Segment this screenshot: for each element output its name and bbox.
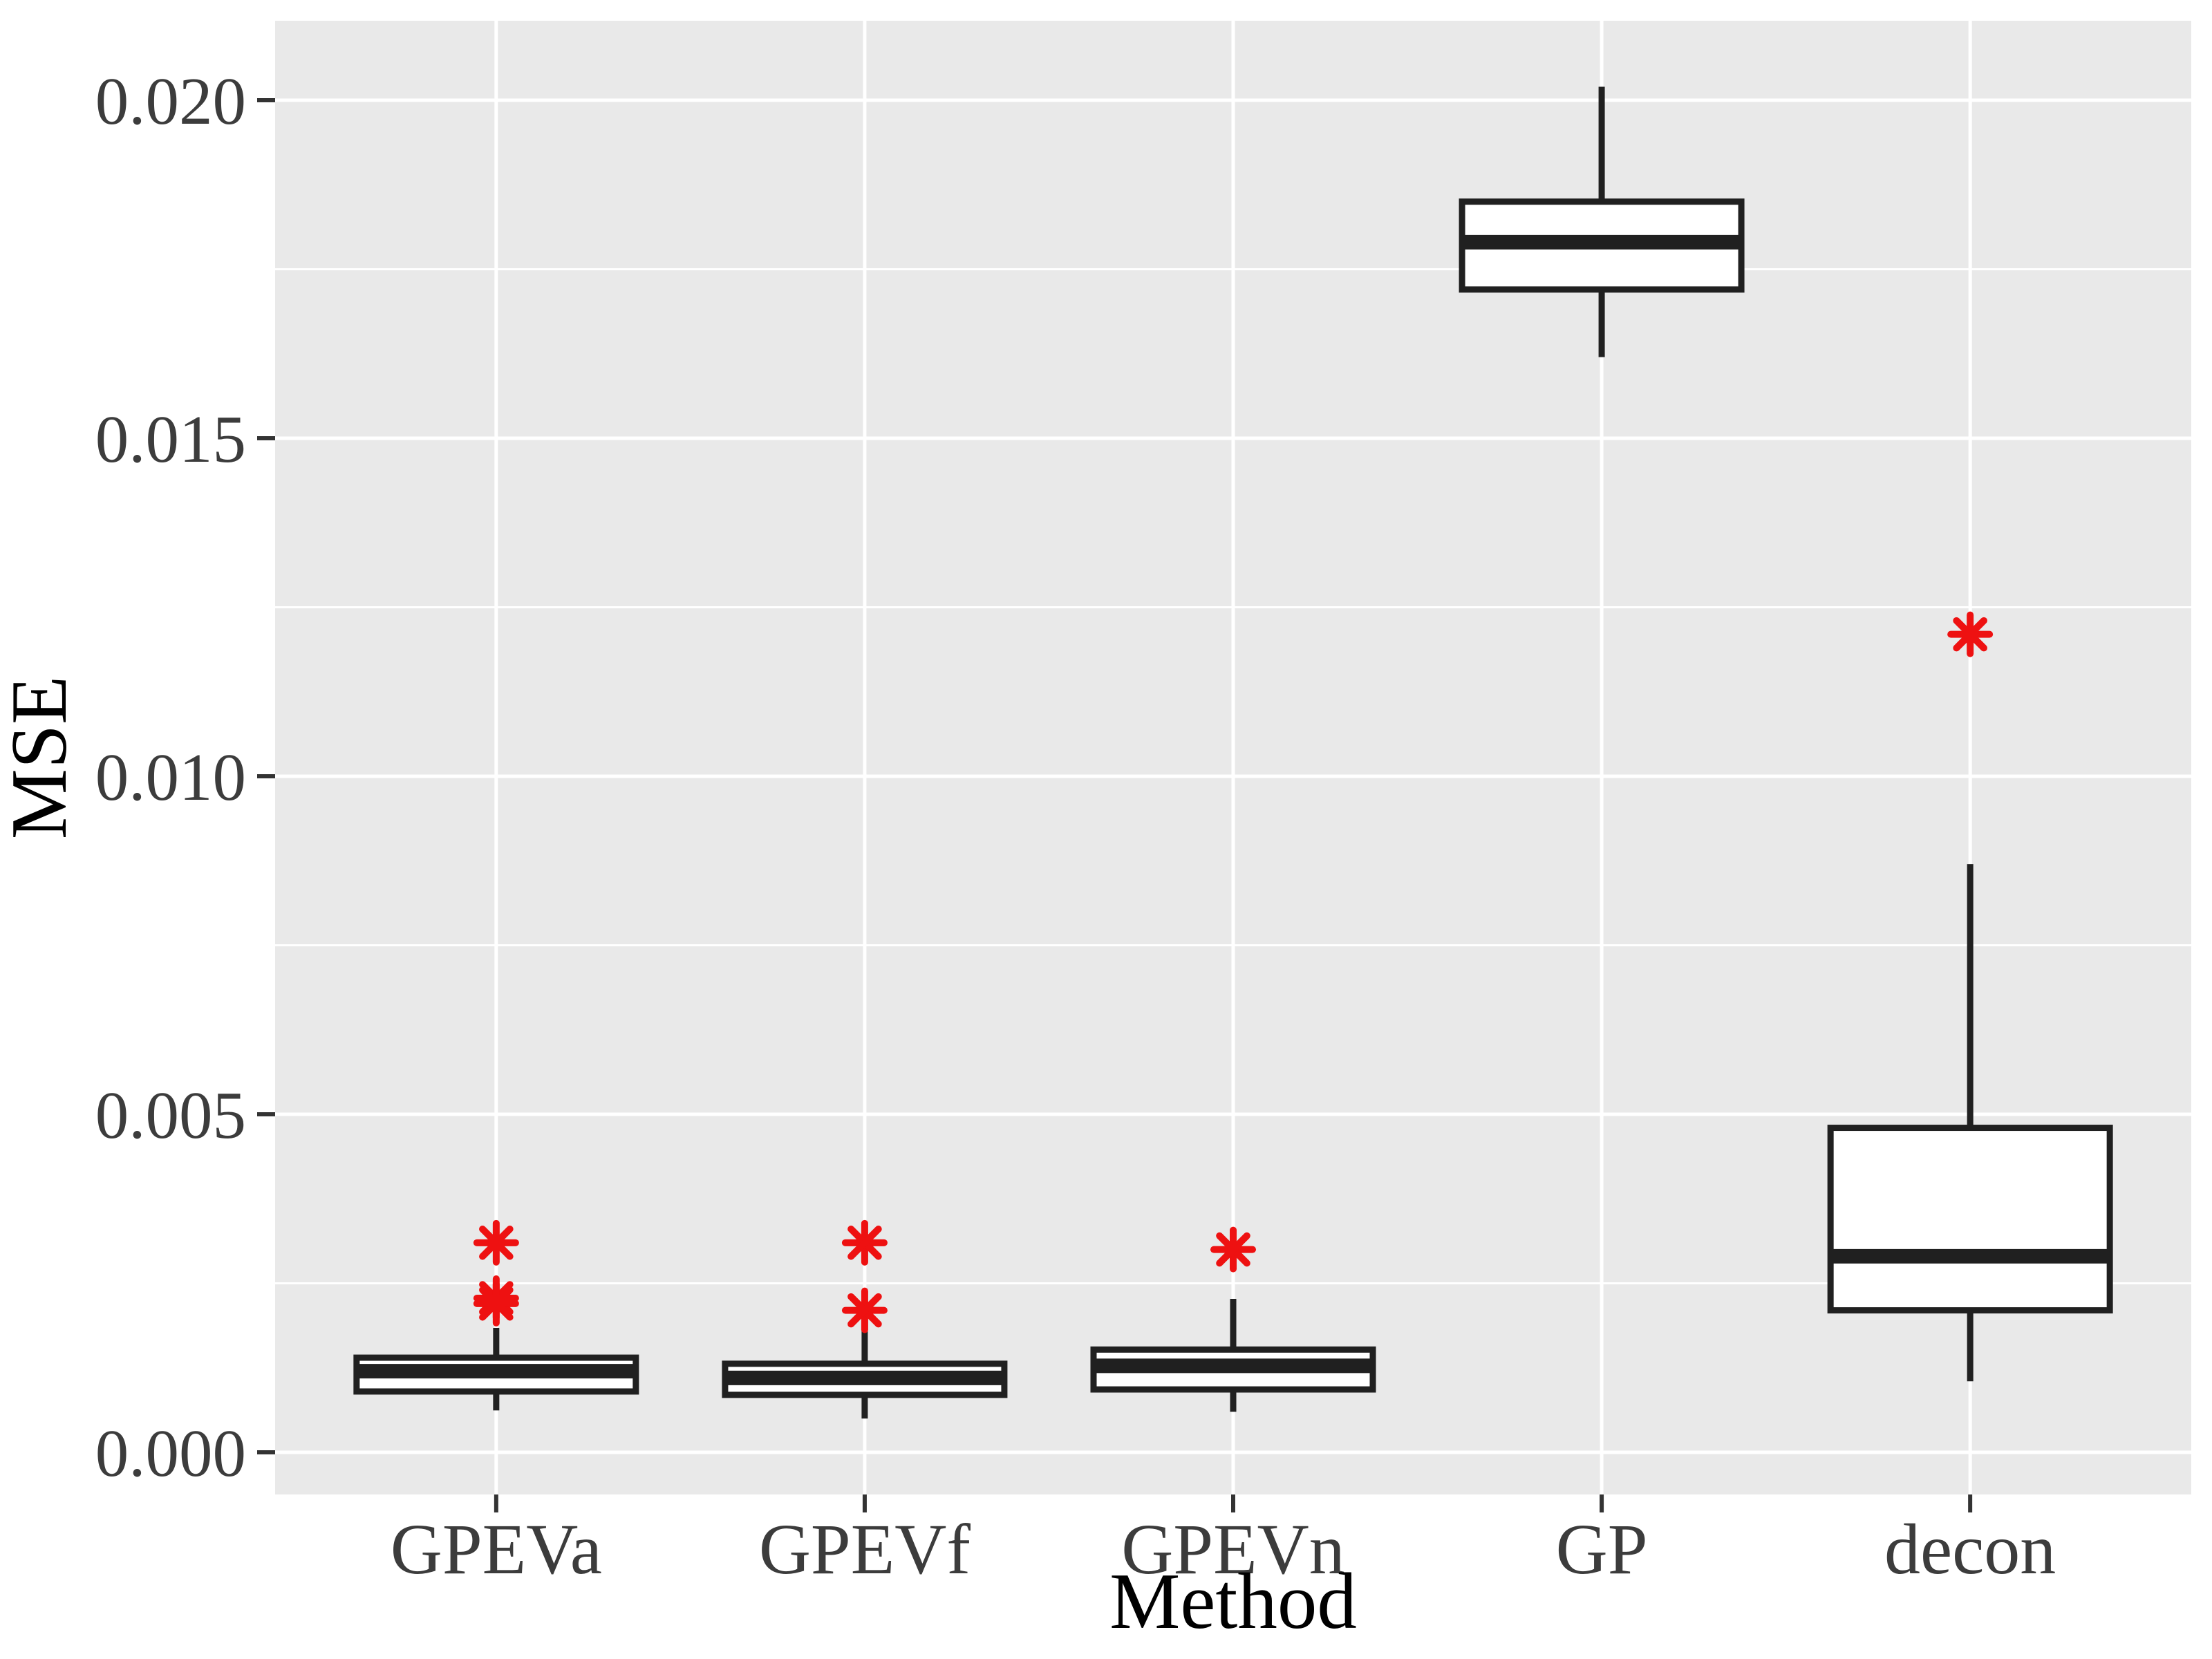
boxplot-GPEVf	[722, 1219, 1008, 1419]
x-tick-label: GPEVn	[1121, 1510, 1345, 1589]
y-tick-label: 0.020	[95, 64, 246, 138]
x-tick-label: decon	[1884, 1510, 2056, 1589]
boxplot-GPEVa	[353, 1219, 639, 1411]
y-tick-label: 0.000	[95, 1416, 246, 1490]
boxplot-GP	[1459, 86, 1745, 357]
outlier-asterisk	[841, 1287, 888, 1333]
y-tick-label: 0.005	[95, 1078, 246, 1152]
outlier-asterisk	[1210, 1226, 1256, 1273]
x-tick-label: GPEVa	[391, 1510, 602, 1589]
x-axis-title: Method	[1109, 1557, 1357, 1645]
y-tick-label: 0.010	[95, 740, 246, 814]
outlier-asterisk	[473, 1280, 519, 1327]
x-tick-label: GPEVf	[759, 1510, 971, 1589]
axes-layer: 0.000 0.005 0.010 0.015 0.020 GPEVa GPEVf GPEVn…	[95, 64, 2056, 1589]
boxplots-layer	[353, 86, 2113, 1419]
outlier-asterisk	[841, 1219, 888, 1266]
iqr-box	[1827, 1125, 2113, 1314]
y-tick-label: 0.015	[95, 402, 246, 476]
boxplot-decon	[1827, 611, 2113, 1382]
outlier-asterisk	[473, 1219, 519, 1266]
x-tick-label: GP	[1556, 1510, 1648, 1589]
boxplot-GPEVn	[1090, 1226, 1376, 1412]
outlier-asterisk	[1947, 611, 1994, 657]
y-axis-title: MSE	[0, 676, 83, 839]
